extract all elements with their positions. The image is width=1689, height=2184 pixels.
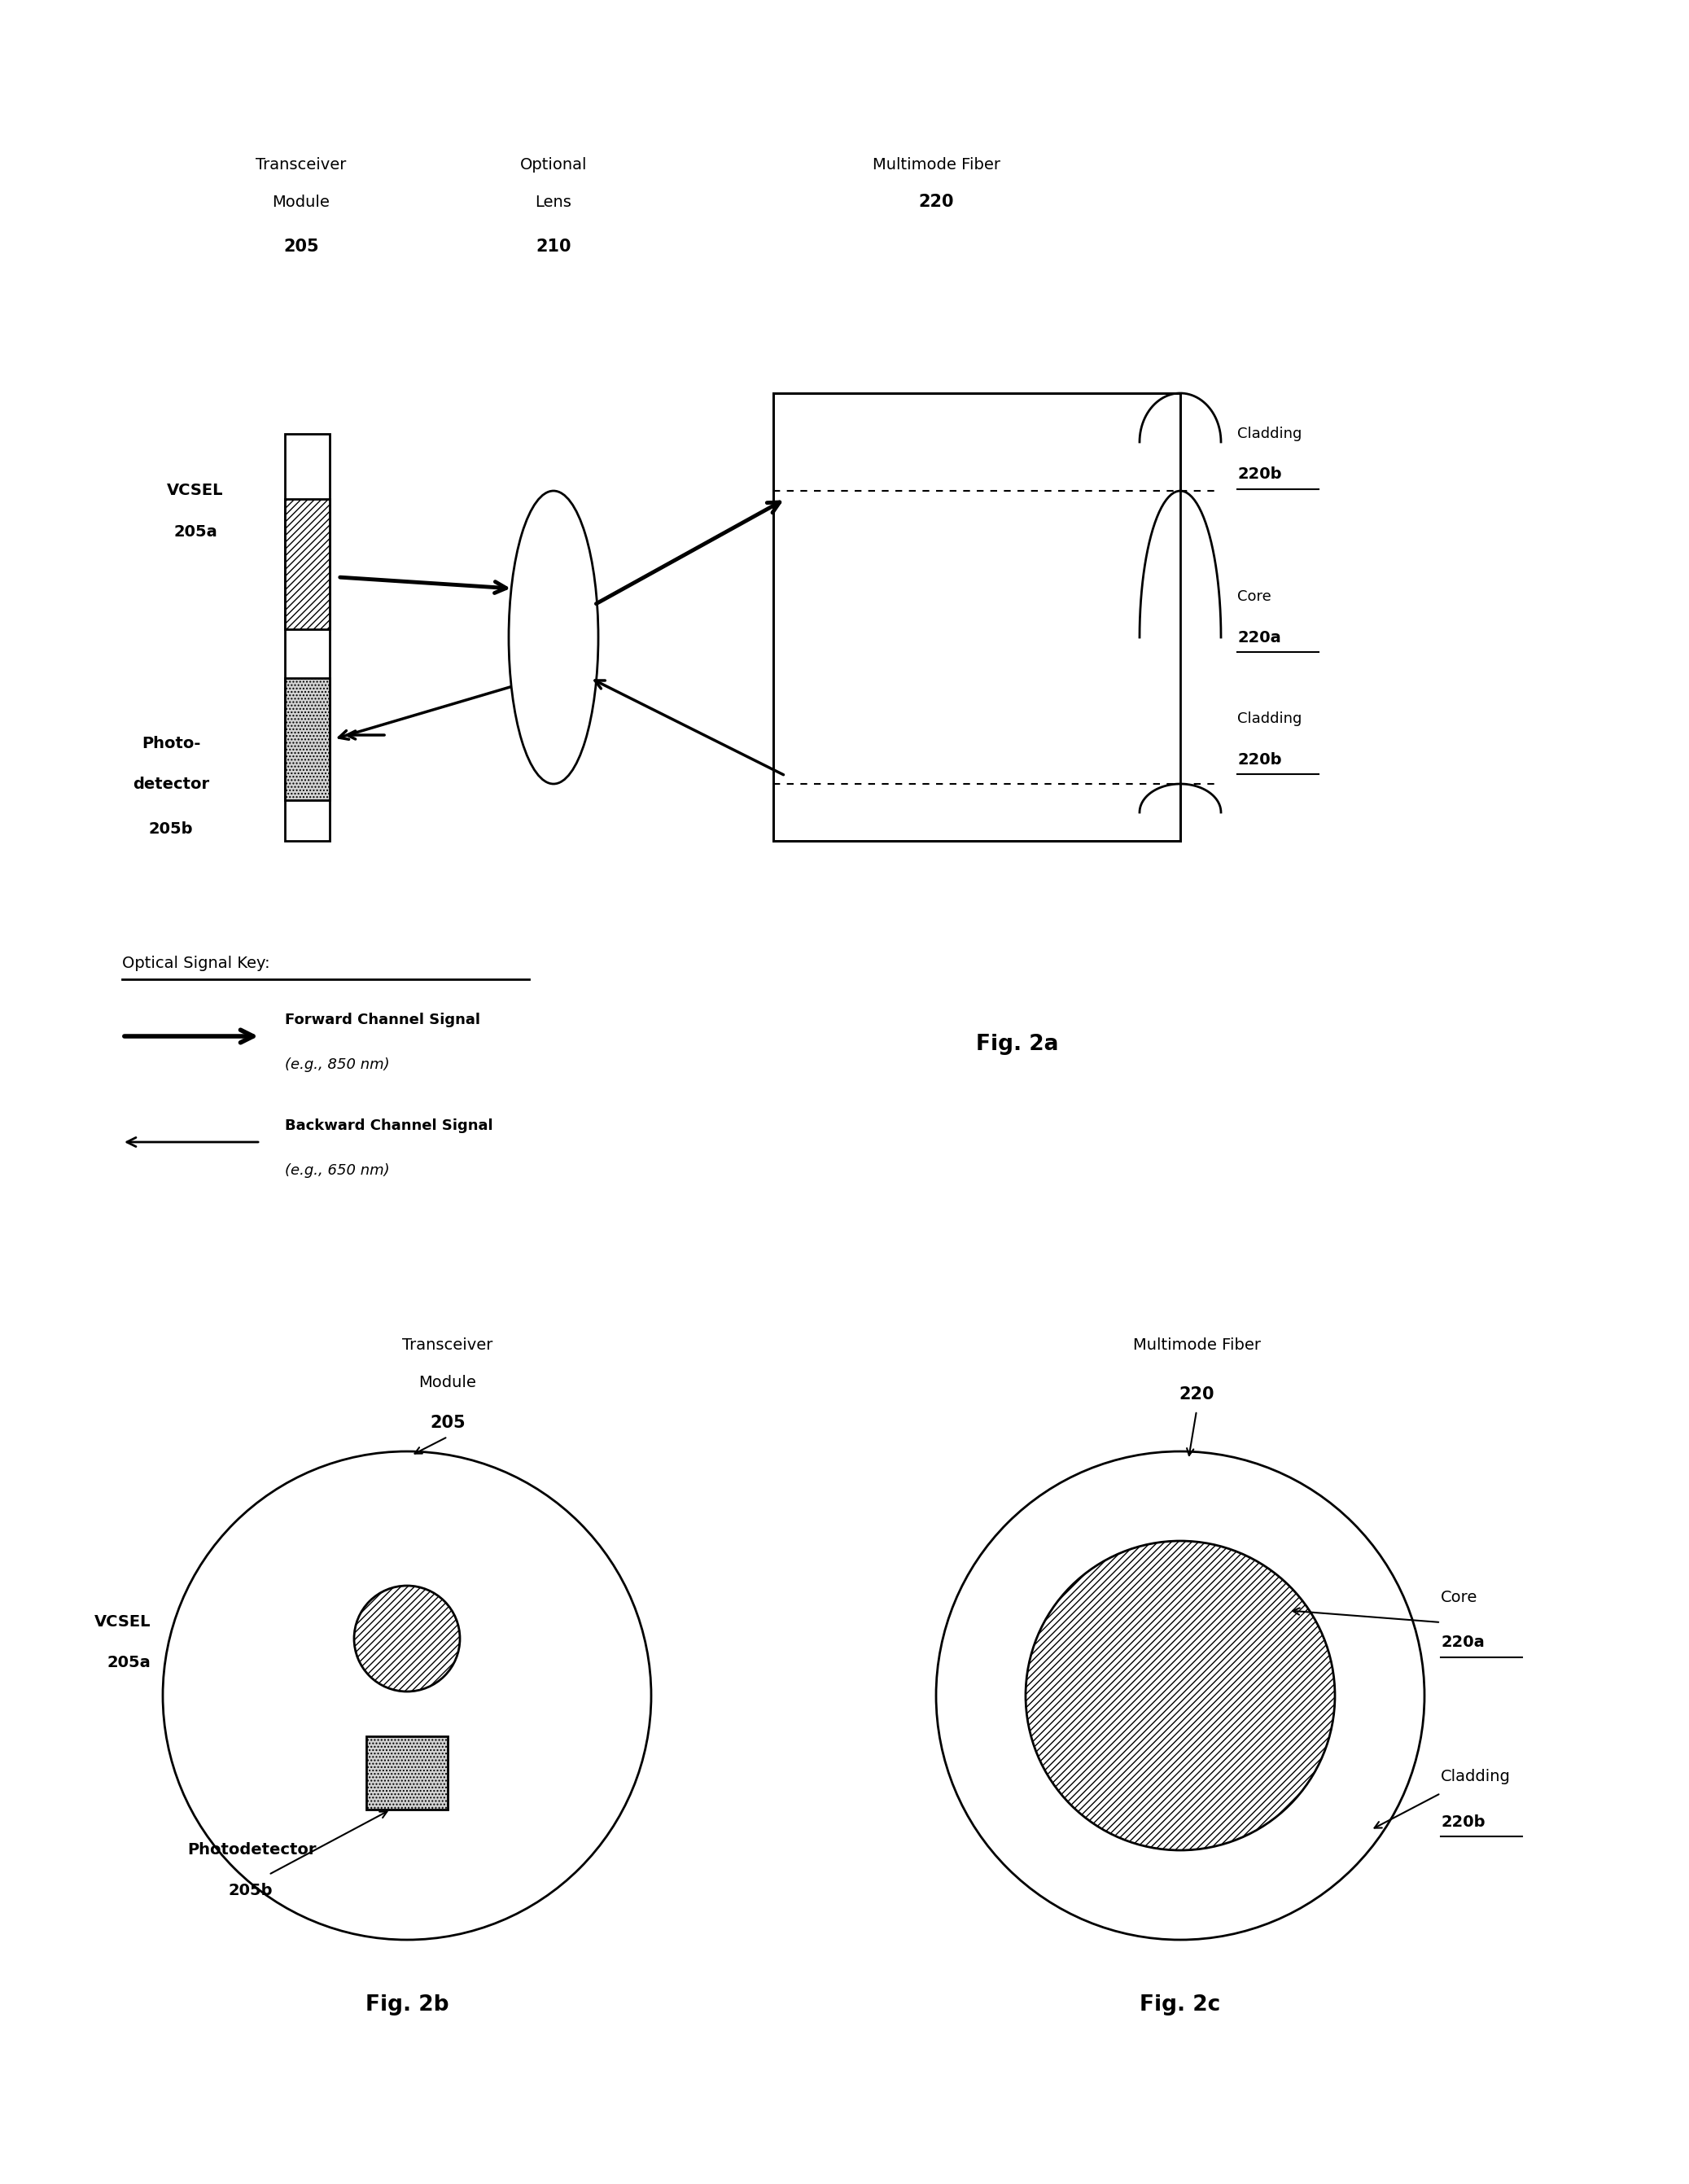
Text: 205b: 205b xyxy=(149,821,193,836)
Text: Transceiver: Transceiver xyxy=(402,1339,493,1354)
Text: 205b: 205b xyxy=(228,1883,272,1898)
Text: VCSEL: VCSEL xyxy=(167,483,223,498)
Text: Forward Channel Signal: Forward Channel Signal xyxy=(285,1013,480,1026)
Text: Core: Core xyxy=(1238,590,1272,605)
Text: Fig. 2b: Fig. 2b xyxy=(365,1994,449,2016)
Text: Transceiver: Transceiver xyxy=(255,157,346,173)
Text: Cladding: Cladding xyxy=(1441,1769,1510,1784)
Circle shape xyxy=(1025,1542,1334,1850)
Text: 220b: 220b xyxy=(1238,751,1282,767)
Text: Backward Channel Signal: Backward Channel Signal xyxy=(285,1118,493,1133)
Text: Module: Module xyxy=(419,1374,476,1389)
Bar xyxy=(774,393,1181,841)
Text: 205: 205 xyxy=(431,1415,466,1431)
Text: Fig. 2c: Fig. 2c xyxy=(1140,1994,1221,2016)
Text: Lens: Lens xyxy=(535,194,573,210)
Text: 220: 220 xyxy=(919,194,954,210)
Text: 220b: 220b xyxy=(1238,467,1282,483)
Text: (e.g., 650 nm): (e.g., 650 nm) xyxy=(285,1164,390,1177)
Text: 210: 210 xyxy=(535,238,571,256)
Text: Multimode Fiber: Multimode Fiber xyxy=(872,157,1000,173)
Text: detector: detector xyxy=(133,775,209,791)
Ellipse shape xyxy=(508,491,598,784)
Circle shape xyxy=(355,1586,459,1693)
Text: Multimode Fiber: Multimode Fiber xyxy=(1133,1339,1260,1354)
Text: (e.g., 850 nm): (e.g., 850 nm) xyxy=(285,1057,390,1072)
Text: 205a: 205a xyxy=(174,524,218,539)
Text: Cladding: Cladding xyxy=(1238,426,1302,441)
Text: VCSEL: VCSEL xyxy=(95,1614,150,1629)
Text: Optional: Optional xyxy=(520,157,588,173)
Bar xyxy=(285,677,329,799)
Text: 220a: 220a xyxy=(1441,1636,1485,1651)
Text: Module: Module xyxy=(272,194,329,210)
Bar xyxy=(285,435,329,841)
Bar xyxy=(285,498,329,629)
Text: Fig. 2a: Fig. 2a xyxy=(976,1033,1059,1055)
Bar xyxy=(367,1736,448,1811)
Text: Core: Core xyxy=(1441,1590,1478,1605)
Text: 205a: 205a xyxy=(106,1655,150,1671)
Text: Photo-: Photo- xyxy=(142,736,201,751)
Text: 220b: 220b xyxy=(1441,1815,1485,1830)
Circle shape xyxy=(162,1452,652,1939)
Text: Optical Signal Key:: Optical Signal Key: xyxy=(122,954,270,970)
Text: 205: 205 xyxy=(284,238,319,256)
Text: Cladding: Cladding xyxy=(1238,712,1302,725)
Text: 220a: 220a xyxy=(1238,629,1280,644)
Text: 220: 220 xyxy=(1179,1387,1214,1402)
Circle shape xyxy=(936,1452,1424,1939)
Text: Photodetector: Photodetector xyxy=(187,1843,316,1859)
